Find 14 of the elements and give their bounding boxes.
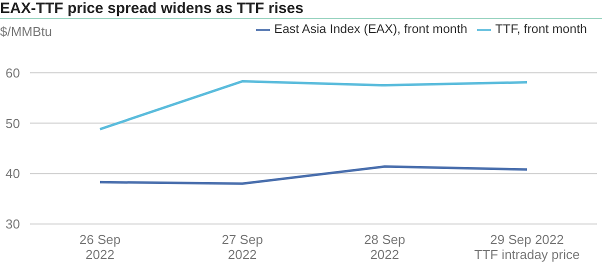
x-tick-label: 27 Sep 2022 [222,232,263,262]
y-tick-label: 60 [6,65,20,80]
x-tick-label: 26 Sep 2022 [79,232,121,262]
legend-label: TTF, front month [495,22,587,36]
chart-title: EAX-TTF price spread widens as TTF rises [0,0,602,19]
y-tick-label: 50 [6,116,20,131]
x-tick-label: 29 Sep 2022 TTF intraday price [474,232,580,262]
y-tick-label: 40 [6,166,20,182]
y-tick-label: 30 [6,216,20,232]
line-series [98,80,528,130]
line-series [98,165,528,185]
y-axis-title: $/MMBtu [0,24,52,39]
legend-label: East Asia Index (EAX), front month [274,22,468,36]
x-tick-label: 28 Sep 2022 [364,232,406,262]
